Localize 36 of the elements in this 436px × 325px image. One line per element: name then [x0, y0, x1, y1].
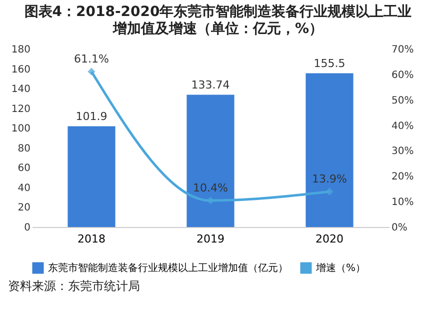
x-tick-label: 2019 [196, 232, 224, 246]
bar [186, 94, 234, 227]
x-tick-label: 2018 [78, 232, 106, 246]
text: 资料来源：东莞市统计局 [8, 278, 141, 295]
data-label: 101.9 [76, 110, 108, 124]
point [88, 68, 96, 76]
legend-label: 东莞市智能制造装备行业规模以上工业增加值（亿元） [48, 262, 288, 274]
y-tick-label: 160 [11, 64, 30, 76]
data-label: 13.9% [312, 172, 347, 186]
y-tick-label: 180 [11, 44, 30, 56]
y-tick-label: 20 [18, 202, 30, 214]
y-tick-label: 80 [18, 143, 30, 154]
y-tick-label: 40 [18, 182, 30, 194]
bar [306, 73, 354, 227]
y-tick-label: 100 [11, 124, 30, 135]
y2-tick-label: 50% [392, 95, 414, 106]
data-label: 155.5 [314, 57, 346, 70]
y-tick-label: 120 [11, 104, 30, 115]
y-tick-label: 140 [11, 84, 30, 96]
y2-tick-label: 10% [392, 197, 414, 208]
data-label: 133.74 [191, 78, 230, 92]
data-label: 61.1% [74, 52, 109, 66]
y2-tick-label: 40% [392, 120, 414, 132]
chart-title: 图表4：2018-2020年东莞市智能制造装备行业规模以上工业增加值及增速（单位：亿元，%） [23, 4, 413, 38]
point [326, 188, 334, 196]
legend-label: 增速（%） [315, 262, 366, 274]
y-tick-label: 60 [18, 163, 30, 174]
y2-tick-label: 20% [392, 172, 414, 183]
bar [68, 126, 116, 227]
y2-tick-label: 70% [392, 44, 414, 56]
data-label: 10.4% [193, 182, 228, 195]
y2-tick-label: 0% [392, 222, 408, 234]
y-tick-label: 0 [24, 222, 30, 234]
y2-tick-label: 60% [392, 70, 414, 81]
y2-tick-label: 30% [392, 146, 414, 158]
x-tick-label: 2020 [316, 232, 344, 246]
